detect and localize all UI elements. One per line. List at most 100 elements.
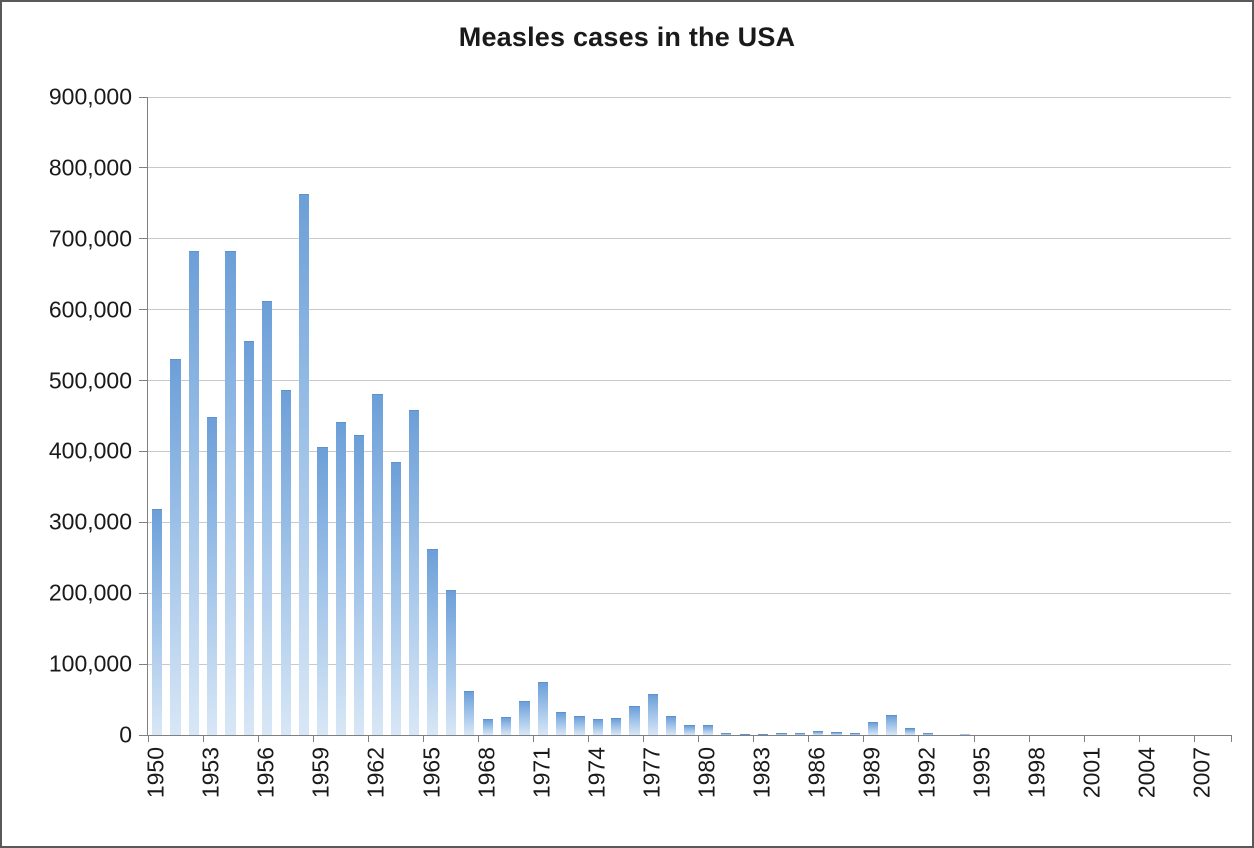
x-axis-label-text: 1971: [528, 747, 555, 799]
x-axis-tick: [973, 735, 975, 742]
bar-slot-1958: [295, 97, 313, 735]
x-axis-label: 2007: [1189, 747, 1216, 798]
x-axis-tick: [422, 735, 424, 742]
bar-slot-1962: [368, 97, 386, 735]
x-axis-label: 1977: [638, 747, 665, 798]
x-axis-label-text: 1977: [638, 747, 665, 799]
bar-1979: [684, 725, 695, 735]
bar-1973: [574, 716, 585, 735]
x-axis-tick: [202, 735, 204, 742]
bar-slot-1993: [937, 97, 955, 735]
x-axis-label-text: 1965: [418, 747, 445, 799]
bar-1967: [464, 690, 475, 735]
plot-area: [139, 96, 1232, 742]
bar-slot-1977: [644, 97, 662, 735]
bar-slot-2003: [1121, 97, 1139, 735]
bar-slot-1986: [809, 97, 827, 735]
bar-slot-1990: [882, 97, 900, 735]
x-axis-tick: [1138, 735, 1140, 742]
x-axis-tick: [367, 735, 369, 742]
x-axis-label-text: 1998: [1023, 747, 1050, 799]
bar-slot-1963: [387, 97, 405, 735]
bar-slot-1994: [956, 97, 974, 735]
gridline: [148, 592, 1231, 594]
bar-slot-1988: [846, 97, 864, 735]
x-axis-ticks: [147, 735, 1232, 742]
bar-1986: [812, 730, 824, 735]
x-axis-label-text: 1995: [968, 747, 995, 799]
y-axis-label: 100,000: [48, 650, 132, 677]
bar-1960: [335, 421, 346, 735]
x-axis-label-text: 1992: [913, 747, 940, 799]
chart-title: Measles cases in the USA: [458, 22, 796, 52]
x-axis-label-text: 1956: [252, 747, 279, 799]
gridline: [148, 663, 1231, 665]
bar-slot-2001: [1084, 97, 1102, 735]
bar-1992: [923, 733, 934, 735]
bar-slot-1992: [919, 97, 937, 735]
y-axis-tick: [139, 450, 148, 452]
bar-1987: [831, 732, 842, 735]
gridlines: [139, 96, 1231, 736]
bar-slot-1965: [423, 97, 441, 735]
bar-slot-1967: [460, 97, 478, 735]
bar-slot-1996: [993, 97, 1011, 735]
bar-1959: [317, 447, 328, 735]
bar-slot-2008: [1213, 97, 1231, 735]
bar-1970: [519, 701, 530, 735]
bar-1975: [611, 717, 622, 735]
x-axis-label-text: 1983: [748, 747, 775, 799]
bar-slot-2004: [1139, 97, 1157, 735]
x-axis-tick: [863, 735, 865, 742]
bar-slot-1974: [589, 97, 607, 735]
x-axis-label-text: 2007: [1188, 747, 1215, 799]
x-axis-label-text: 2001: [1078, 747, 1105, 799]
bar-1978: [666, 715, 677, 735]
bar-series: [148, 97, 1231, 735]
x-axis-tick: [477, 735, 479, 742]
x-axis-label: 1986: [803, 747, 830, 798]
bar-1988: [849, 732, 860, 735]
bar-1984: [776, 733, 787, 735]
bar-slot-1959: [313, 97, 331, 735]
y-axis-tick: [139, 309, 148, 311]
bar-1957: [280, 389, 291, 735]
bar-1994: [959, 734, 971, 735]
x-axis-label-text: 1950: [142, 747, 169, 799]
x-axis-tick: [1083, 735, 1085, 742]
x-axis-label: 1953: [198, 747, 225, 798]
bar-1974: [592, 719, 603, 735]
bar-1961: [353, 434, 365, 735]
bar-slot-1961: [350, 97, 368, 735]
gridline: [148, 238, 1231, 240]
y-axis-tick: [139, 96, 148, 98]
bar-slot-1960: [332, 97, 350, 735]
x-axis-label-text: 1980: [693, 747, 720, 799]
bar-1976: [629, 705, 640, 735]
x-axis-label: 1974: [583, 747, 610, 798]
x-axis-label: 1968: [473, 747, 500, 798]
bar-slot-2000: [1066, 97, 1084, 735]
y-axis-label: 0: [119, 721, 132, 748]
bar-1977: [647, 694, 659, 735]
x-axis-label-text: 1953: [197, 747, 224, 799]
gridline: [148, 96, 1231, 98]
y-axis-tick: [139, 663, 148, 665]
y-axis-label: 600,000: [48, 296, 132, 323]
x-axis-label: 1965: [418, 747, 445, 798]
x-axis-tick: [753, 735, 755, 742]
x-axis-label-text: 1968: [473, 747, 500, 799]
x-axis-tick: [1230, 735, 1232, 742]
x-axis-label: 1995: [969, 747, 996, 798]
x-axis-label: 2001: [1079, 747, 1106, 798]
x-axis-label: 1998: [1024, 747, 1051, 798]
x-axis-line: [148, 734, 1231, 736]
bar-1958: [298, 194, 310, 735]
bar-1968: [482, 719, 493, 735]
gridline: [148, 380, 1231, 382]
y-axis-tick: [139, 380, 148, 382]
x-axis-label-text: 1974: [583, 747, 610, 799]
bar-1972: [555, 712, 567, 735]
x-axis-label: 1971: [528, 747, 555, 798]
